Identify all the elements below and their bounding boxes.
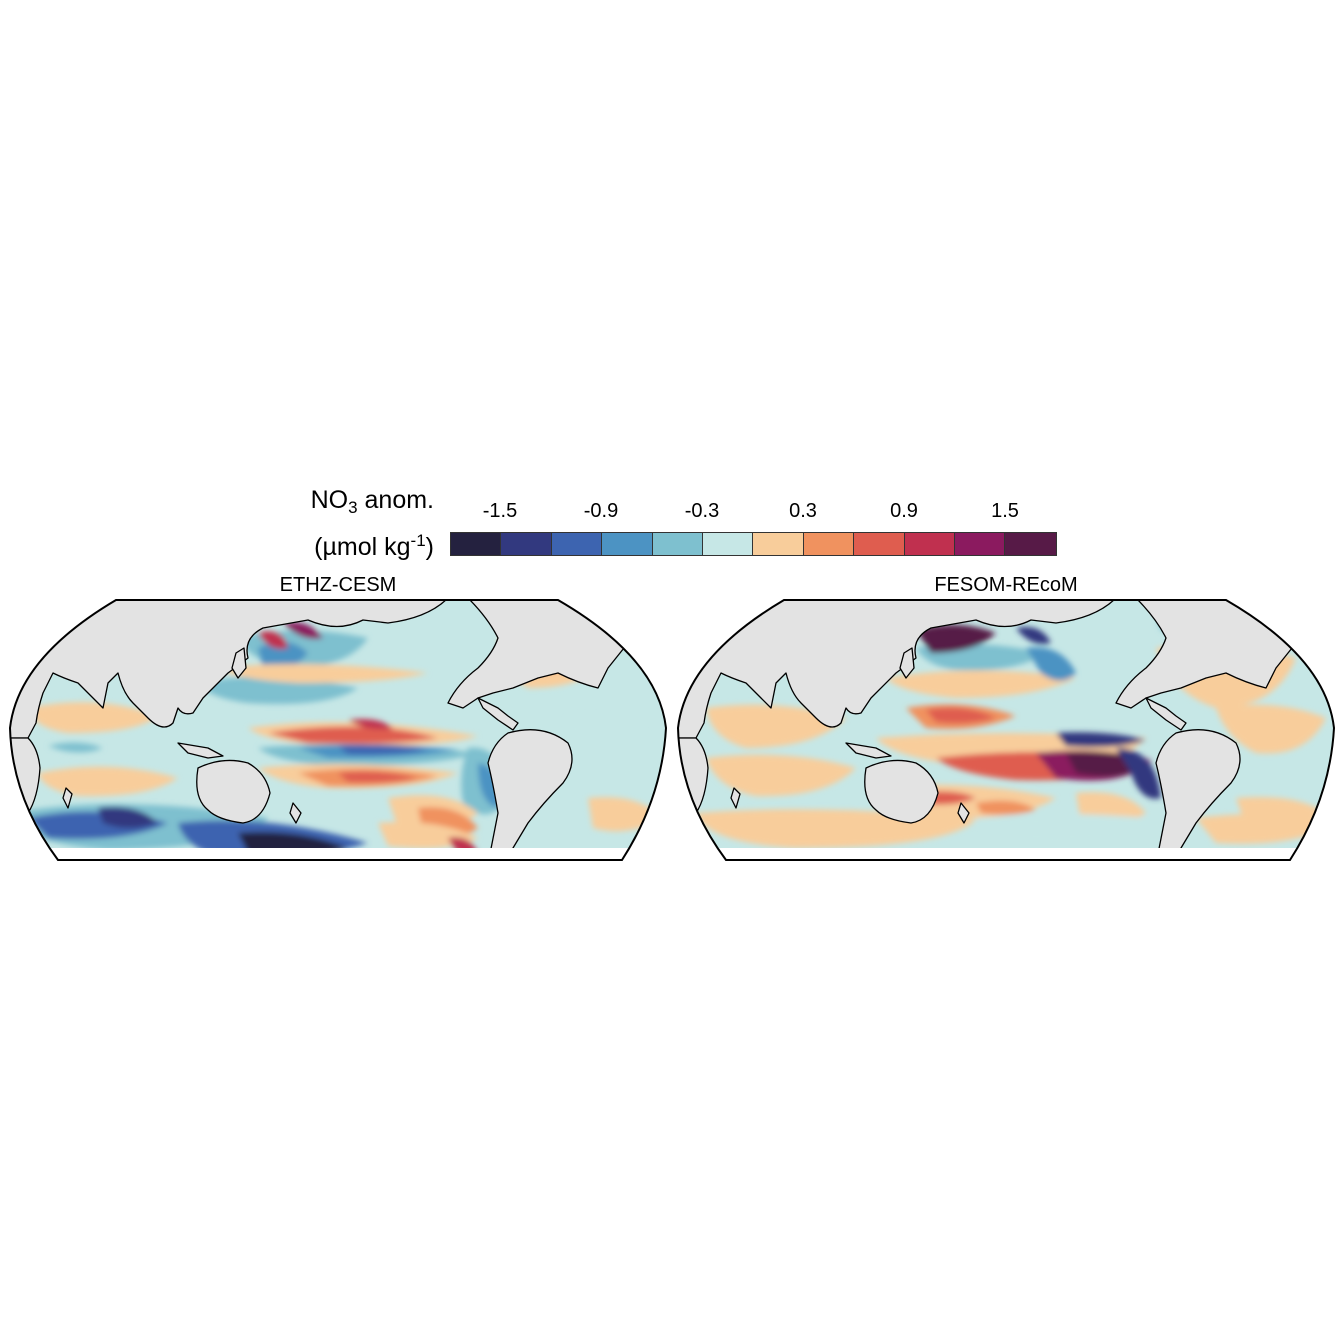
land-japan xyxy=(231,647,247,679)
anomaly-region xyxy=(1116,748,1161,799)
anomaly-region xyxy=(1196,814,1334,844)
colorbar-bin-7 xyxy=(803,533,855,555)
anomaly-region xyxy=(706,754,856,797)
colorbar-tick-label: -0.3 xyxy=(684,500,720,522)
anomaly-region xyxy=(198,676,358,704)
colorbar xyxy=(450,532,1057,556)
land-greenland xyxy=(582,600,629,621)
map-outline xyxy=(8,599,668,861)
anomaly-region xyxy=(338,744,428,755)
anomaly-region xyxy=(38,766,178,797)
land-australia xyxy=(864,759,939,824)
anomaly-region xyxy=(48,742,103,753)
colorbar-tick-label: 1.5 xyxy=(991,500,1019,522)
colorbar-bin-4 xyxy=(652,533,703,555)
anomaly-region xyxy=(338,771,418,783)
land-new-zealand xyxy=(957,802,970,824)
land-japan xyxy=(899,647,915,679)
land-central-america xyxy=(477,697,519,731)
map-panel-title: FESOM-REcoM xyxy=(934,574,1078,596)
land-madagascar xyxy=(730,787,741,809)
land-new-zealand xyxy=(289,802,302,824)
colorbar-tick-label: -0.9 xyxy=(583,500,619,522)
land-eurasia xyxy=(10,600,449,739)
colorbar-bin-6 xyxy=(753,533,804,555)
anomaly-region xyxy=(28,702,158,733)
colorbar-tick-label: 0.9 xyxy=(890,500,918,522)
map-ethz-cesm xyxy=(8,599,668,861)
land-central-america xyxy=(1145,697,1187,731)
anomaly-region xyxy=(568,716,658,790)
anomaly-region xyxy=(976,814,1196,844)
anomaly-region xyxy=(706,704,846,748)
anomaly-region xyxy=(1016,627,1051,644)
legend-title: NO3 anom. xyxy=(310,486,434,517)
anomaly-region xyxy=(218,664,428,683)
colorbar-bin-8 xyxy=(854,533,905,555)
land-eurasia xyxy=(678,600,1117,739)
anomaly-region xyxy=(1026,647,1076,681)
colorbar-bin-5 xyxy=(702,533,754,555)
anomaly-region xyxy=(916,624,996,653)
land-indonesia xyxy=(177,742,224,759)
colorbar-bin-3 xyxy=(602,533,653,555)
anomaly-region xyxy=(886,670,1076,698)
anomaly-region xyxy=(258,631,288,649)
land-indonesia xyxy=(845,742,892,759)
colorbar-bin-1 xyxy=(501,533,552,555)
legend-units: (µmol kg-1) xyxy=(314,531,434,561)
anomaly-region xyxy=(1216,704,1326,754)
anomaly-region xyxy=(283,622,323,639)
colorbar-bin-2 xyxy=(551,533,603,555)
anomaly-region xyxy=(98,807,158,828)
anomaly-region xyxy=(926,707,996,724)
map-fesom-recom xyxy=(676,599,1336,861)
land-antarctica-edge xyxy=(10,848,666,860)
land-antarctica-edge xyxy=(678,848,1334,860)
colorbar-tick-label: -1.5 xyxy=(482,500,518,522)
land-madagascar xyxy=(62,787,73,809)
colorbar-bin-9 xyxy=(904,533,955,555)
map-outline xyxy=(676,599,1336,861)
land-australia xyxy=(196,759,271,824)
colorbar-bin-0 xyxy=(451,533,502,555)
anomaly-region xyxy=(348,719,393,729)
anomaly-region xyxy=(268,726,438,744)
colorbar-bin-10 xyxy=(954,533,1006,555)
land-greenland xyxy=(1250,600,1297,621)
colorbar-tick-label: 0.3 xyxy=(789,500,817,522)
map-panel-title: ETHZ-CESM xyxy=(279,574,397,596)
colorbar-bin-11 xyxy=(1005,533,1056,555)
anomaly-region xyxy=(1056,732,1146,748)
anomaly-region xyxy=(258,641,308,669)
anomaly-region xyxy=(976,800,1036,815)
